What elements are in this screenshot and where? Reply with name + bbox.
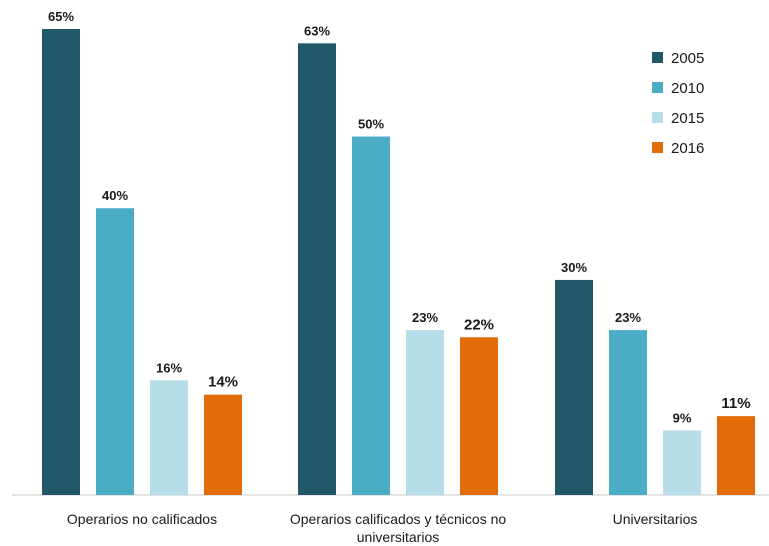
bar-2005-2 [555, 279, 593, 495]
legend-label-2016: 2016 [671, 140, 704, 157]
value-label-2015-2: 9% [673, 410, 692, 425]
legend-label-2010: 2010 [671, 80, 704, 97]
value-label-2005-2: 30% [561, 260, 587, 275]
bar-2016-1 [460, 337, 498, 495]
category-label-2-line-0: Universitarios [613, 511, 698, 527]
legend-swatch-2010 [652, 82, 663, 93]
bar-2005-1 [298, 43, 336, 495]
legend: 2005 2010 2015 2016 [652, 50, 704, 157]
bars-group [42, 29, 755, 496]
legend-swatch-2005 [652, 52, 663, 63]
value-label-2015-1: 23% [412, 310, 438, 325]
bar-2010-2 [609, 330, 647, 495]
legend-swatch-2016 [652, 142, 663, 153]
bar-2015-1 [406, 330, 444, 495]
category-label-1-line-1: universitarios [357, 529, 439, 545]
legend-label-2005: 2005 [671, 50, 704, 67]
legend-label-2015: 2015 [671, 110, 704, 127]
legend-swatch-2015 [652, 112, 663, 123]
bar-2016-0 [204, 394, 242, 495]
value-label-2005-1: 63% [304, 23, 330, 38]
category-labels-group: Operarios no calificados Operarios califi… [67, 511, 698, 545]
value-label-2016-2: 11% [721, 395, 750, 412]
bar-2010-0 [96, 208, 134, 495]
bar-2015-0 [150, 380, 188, 495]
value-label-2016-1: 22% [464, 316, 494, 333]
category-label-1-line-0: Operarios calificados y técnicos no [290, 511, 507, 527]
value-label-2010-2: 23% [615, 310, 641, 325]
value-label-2005-0: 65% [48, 9, 74, 24]
value-label-2010-1: 50% [358, 117, 384, 132]
bar-2010-1 [352, 136, 390, 496]
value-label-2015-0: 16% [156, 360, 182, 375]
value-labels-group: 65% 40% 16% 14% 63% 50% 23% 22% 30% 23% 9% 11% [48, 9, 751, 425]
value-label-2010-0: 40% [102, 188, 128, 203]
value-label-2016-0: 14% [208, 374, 238, 391]
bar-2005-0 [42, 29, 80, 495]
category-label-0-line-0: Operarios no calificados [67, 511, 217, 527]
bar-2016-2 [717, 416, 755, 495]
bar-2015-2 [663, 430, 701, 495]
